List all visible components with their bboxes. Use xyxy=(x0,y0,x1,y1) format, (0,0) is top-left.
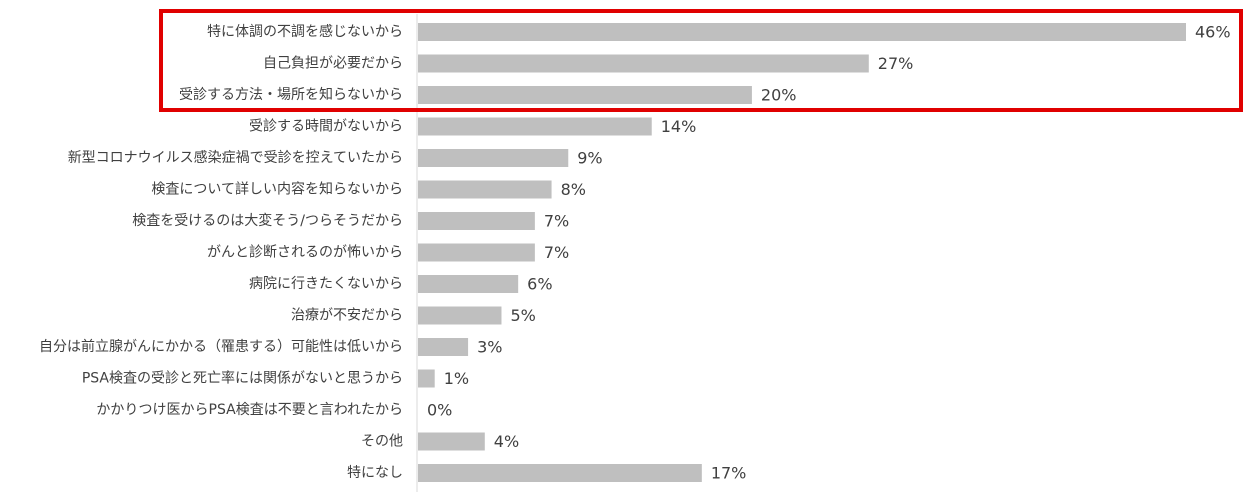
value-label: 17% xyxy=(711,464,747,483)
value-label: 3% xyxy=(477,338,502,357)
bar xyxy=(418,464,702,482)
value-label: 14% xyxy=(661,117,697,136)
value-label: 6% xyxy=(527,275,552,294)
bar xyxy=(418,212,535,230)
category-label: がんと診断されるのが怖いから xyxy=(207,244,403,261)
bar xyxy=(418,432,485,451)
category-label: 検査を受けるのは大変そう/つらそうだから xyxy=(132,212,403,229)
value-label: 20% xyxy=(761,86,797,105)
value-label: 7% xyxy=(544,212,569,231)
bar xyxy=(418,243,535,262)
value-label: 27% xyxy=(878,54,914,73)
category-label: 特になし xyxy=(347,465,403,481)
bar xyxy=(418,23,1186,41)
value-label: 5% xyxy=(510,306,535,325)
category-label: 受診する方法・場所を知らないから xyxy=(179,86,403,103)
bar xyxy=(418,54,869,73)
category-label: 自分は前立腺がんにかかる（罹患する）可能性は低いから xyxy=(39,338,403,355)
category-label: 病院に行きたくないから xyxy=(249,276,403,292)
value-label: 7% xyxy=(544,243,569,262)
bar xyxy=(418,369,435,388)
value-label: 8% xyxy=(561,180,586,199)
bar xyxy=(418,180,552,199)
bar xyxy=(418,275,519,293)
bar xyxy=(418,149,569,167)
category-label: 検査について詳しい内容を知らないから xyxy=(151,181,403,198)
value-label: 0% xyxy=(427,401,452,420)
category-label: かかりつけ医からPSA検査は不要と言われたから xyxy=(96,402,403,418)
value-label: 46% xyxy=(1195,23,1231,42)
bar xyxy=(418,86,752,104)
category-label: 自己負担が必要だから xyxy=(263,56,403,72)
category-label: 特に体調の不調を感じないから xyxy=(207,23,403,40)
highlight-box xyxy=(159,9,1243,112)
value-label: 4% xyxy=(494,432,519,451)
category-label: 新型コロナウイルス感染症禍で受診を控えていたから xyxy=(68,149,403,166)
category-label: その他 xyxy=(361,434,403,450)
category-label: 受診する時間がないから xyxy=(249,119,403,135)
bar xyxy=(418,306,502,325)
bar xyxy=(418,117,652,136)
bar xyxy=(418,338,469,356)
category-label: PSA検査の受診と死亡率には関係がないと思うから xyxy=(82,370,403,387)
category-label: 治療が不安だから xyxy=(291,307,403,324)
value-label: 9% xyxy=(577,149,602,168)
value-label: 1% xyxy=(444,369,469,388)
